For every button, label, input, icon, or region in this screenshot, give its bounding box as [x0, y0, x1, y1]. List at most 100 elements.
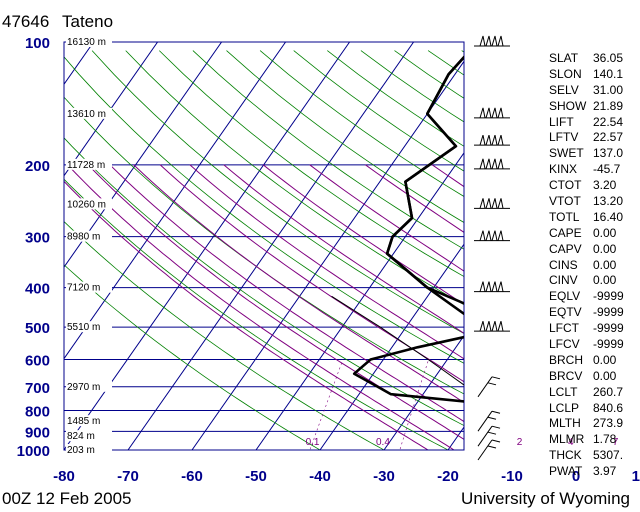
- index-value: 137.0: [593, 146, 624, 161]
- index-key: LFCV: [549, 337, 580, 352]
- index-row: LCLT 260.7: [549, 385, 637, 401]
- barb-pennant: [479, 158, 486, 169]
- index-value: -9999: [593, 337, 624, 352]
- mixing-ratio-line: [519, 360, 544, 459]
- pressure-tick-label: 600: [25, 352, 50, 369]
- dry-adiabat: [64, 220, 385, 450]
- index-key: CAPV: [549, 241, 582, 256]
- dry-adiabat: [64, 178, 449, 450]
- temperature-tick-label: -20: [437, 468, 459, 485]
- barb-flag: [487, 382, 497, 386]
- index-row: SELV 31.00: [549, 83, 637, 99]
- index-row: LFTV 22.57: [549, 130, 637, 146]
- height-label-bg: [66, 281, 112, 293]
- barb-pennant: [479, 321, 486, 332]
- isotherm-line: [255, 151, 464, 450]
- dry-adiabat: [125, 50, 464, 306]
- index-value: 0.00: [593, 273, 617, 288]
- mixing-ratio-label: 0.1: [306, 437, 320, 448]
- temperature-tick-label: -10: [501, 468, 523, 485]
- index-row: EQTV -9999: [549, 305, 637, 321]
- temperature-tick-label: -50: [245, 468, 267, 485]
- index-row: SHOW 21.89: [549, 99, 637, 115]
- index-row: CINV 0.00: [549, 273, 637, 289]
- index-row: SLON 140.1: [549, 67, 637, 83]
- index-row: CAPE 0.00: [549, 226, 637, 242]
- index-row: BRCH 0.00: [549, 353, 637, 369]
- index-key: SLON: [549, 66, 582, 81]
- barb-pennant: [491, 135, 498, 146]
- index-key: BRCV: [549, 368, 583, 383]
- moist-adiabat: [133, 164, 464, 404]
- index-key: PWAT: [549, 464, 583, 479]
- height-label-bg: [66, 107, 112, 119]
- index-value: 0.00: [593, 241, 617, 256]
- height-label-bg: [66, 380, 112, 392]
- barb-pennant: [497, 158, 504, 169]
- index-key: LFTV: [549, 130, 579, 145]
- barb-pennant: [485, 321, 492, 332]
- wind-barb: [477, 439, 501, 461]
- mixing-ratio-line: [464, 360, 492, 459]
- wind-barb: [474, 158, 510, 170]
- index-key: LFCT: [549, 321, 579, 336]
- index-row: LCLP 840.6: [549, 401, 637, 417]
- isotherm-line: [64, 42, 287, 360]
- plot-frame: [63, 41, 465, 451]
- barb-pennant: [491, 321, 498, 332]
- height-label-bg: [66, 415, 112, 427]
- index-value: 31.00: [593, 82, 624, 97]
- wind-barb: [477, 410, 501, 432]
- index-row: THCK 5307.: [549, 448, 637, 464]
- index-key: THCK: [549, 448, 582, 463]
- index-row: MLMR 1.78: [549, 432, 637, 448]
- index-key: LIFT: [549, 114, 574, 129]
- barb-pennant: [497, 230, 504, 241]
- barb-pennant: [491, 230, 498, 241]
- height-label: 7120 m: [67, 283, 100, 294]
- height-label: 5510 m: [67, 322, 100, 333]
- index-row: CAPV 0.00: [549, 242, 637, 258]
- height-label-bg: [66, 36, 112, 47]
- height-label: 1485 m: [67, 416, 100, 427]
- barb-pennant: [485, 35, 492, 47]
- pressure-tick-label: 400: [25, 281, 50, 298]
- moist-adiabat: [309, 164, 464, 272]
- barb-pennant: [485, 135, 492, 146]
- index-row: SWET 137.0: [549, 146, 637, 162]
- temperature-tick-label: -70: [117, 468, 139, 485]
- isotherm-line: [64, 42, 223, 269]
- barb-pennant: [479, 107, 486, 118]
- height-label: 11728 m: [67, 160, 105, 171]
- dry-adiabat: [226, 50, 464, 223]
- wind-barb: [474, 135, 510, 146]
- index-row: LIFT 22.54: [549, 115, 637, 131]
- barb-flag: [487, 416, 497, 420]
- index-row: CTOT 3.20: [549, 178, 637, 194]
- index-value: 0.00: [593, 352, 617, 367]
- barb-flag: [491, 425, 501, 429]
- mixing-ratio-line: [309, 359, 344, 450]
- index-value: 840.6: [593, 400, 624, 415]
- index-value: 21.89: [593, 98, 624, 113]
- index-key: SLAT: [549, 51, 579, 65]
- mixing-ratio-label: 0.4: [376, 437, 390, 448]
- index-value: 0.00: [593, 368, 617, 383]
- barb-pennant: [491, 35, 498, 47]
- mixing-ratio-line: [399, 359, 429, 450]
- dry-adiabat: [64, 264, 321, 450]
- wind-barb: [477, 376, 501, 398]
- barb-pennant: [479, 135, 486, 146]
- dry-adiabat: [192, 50, 464, 250]
- index-key: CTOT: [549, 178, 582, 193]
- barb-staff: [477, 376, 493, 398]
- isotherm-line: [127, 42, 415, 450]
- wind-barb: [474, 230, 510, 242]
- index-key: LCLT: [549, 384, 578, 399]
- height-label: 824 m: [67, 431, 95, 442]
- barb-pennant: [491, 158, 498, 169]
- index-key: SWET: [549, 146, 584, 161]
- index-value: 13.20: [593, 194, 624, 209]
- height-label: 16130 m: [67, 37, 106, 48]
